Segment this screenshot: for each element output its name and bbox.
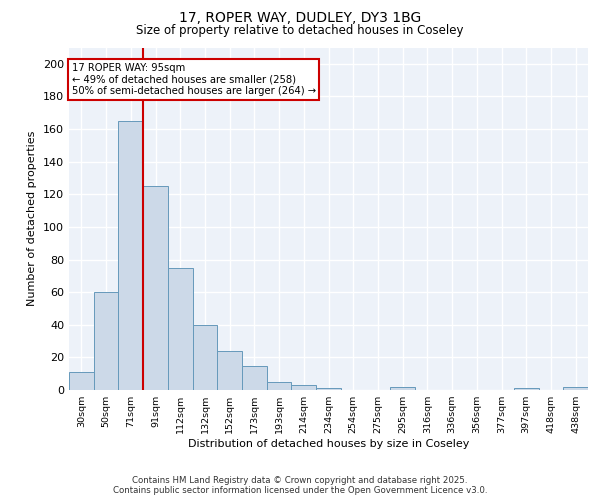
Text: Size of property relative to detached houses in Coseley: Size of property relative to detached ho… bbox=[136, 24, 464, 37]
Bar bbox=[217, 351, 242, 390]
Bar bbox=[193, 325, 217, 390]
Bar bbox=[69, 372, 94, 390]
Bar bbox=[242, 366, 267, 390]
Bar bbox=[168, 268, 193, 390]
Text: 17 ROPER WAY: 95sqm
← 49% of detached houses are smaller (258)
50% of semi-detac: 17 ROPER WAY: 95sqm ← 49% of detached ho… bbox=[71, 63, 316, 96]
Text: 17, ROPER WAY, DUDLEY, DY3 1BG: 17, ROPER WAY, DUDLEY, DY3 1BG bbox=[179, 11, 421, 25]
Text: Contains HM Land Registry data © Crown copyright and database right 2025.
Contai: Contains HM Land Registry data © Crown c… bbox=[113, 476, 487, 495]
Bar bbox=[390, 386, 415, 390]
Y-axis label: Number of detached properties: Number of detached properties bbox=[28, 131, 37, 306]
Bar bbox=[316, 388, 341, 390]
Bar bbox=[563, 386, 588, 390]
X-axis label: Distribution of detached houses by size in Coseley: Distribution of detached houses by size … bbox=[188, 439, 469, 449]
Bar bbox=[267, 382, 292, 390]
Bar bbox=[292, 385, 316, 390]
Bar bbox=[143, 186, 168, 390]
Bar bbox=[118, 121, 143, 390]
Bar bbox=[94, 292, 118, 390]
Bar bbox=[514, 388, 539, 390]
